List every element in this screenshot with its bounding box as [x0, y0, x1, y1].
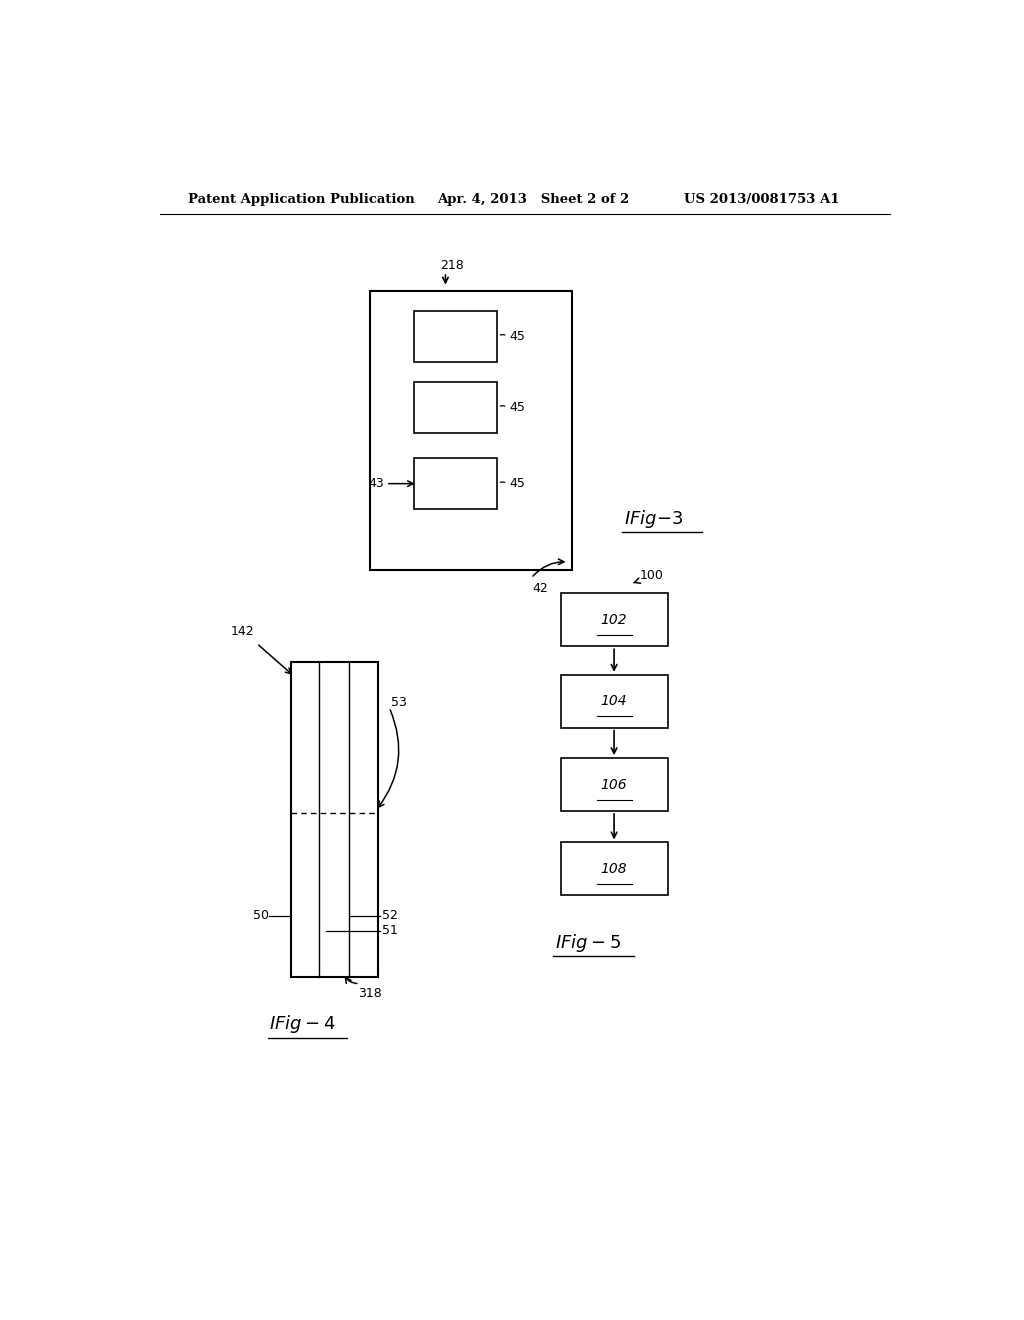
Bar: [560, 594, 668, 647]
Text: $\mathit{IFig}$$\mathit{-3}$: $\mathit{IFig}$$\mathit{-3}$: [624, 508, 683, 531]
Bar: [414, 458, 497, 510]
Text: 45: 45: [509, 330, 525, 343]
Text: 42: 42: [532, 582, 549, 595]
Text: 51: 51: [382, 924, 398, 937]
Text: 100: 100: [640, 569, 664, 582]
Text: Apr. 4, 2013   Sheet 2 of 2: Apr. 4, 2013 Sheet 2 of 2: [437, 193, 630, 206]
Text: 45: 45: [509, 401, 525, 414]
Bar: [370, 290, 572, 570]
Text: $\mathit{IFig-4}$: $\mathit{IFig-4}$: [269, 1014, 336, 1035]
Text: 108: 108: [601, 862, 628, 876]
Bar: [560, 842, 668, 895]
Text: 102: 102: [601, 612, 628, 627]
Bar: [560, 675, 668, 727]
Text: 106: 106: [601, 777, 628, 792]
Text: 53: 53: [391, 696, 408, 709]
Text: US 2013/0081753 A1: US 2013/0081753 A1: [684, 193, 839, 206]
Bar: [414, 312, 497, 362]
Text: 218: 218: [440, 259, 464, 272]
Text: 104: 104: [601, 694, 628, 708]
Bar: [560, 758, 668, 810]
Text: 318: 318: [358, 987, 382, 1001]
Text: 43: 43: [369, 477, 384, 490]
Bar: [414, 381, 497, 433]
Bar: [291, 661, 378, 977]
Text: 142: 142: [231, 624, 255, 638]
Text: $\mathit{IFig-5}$: $\mathit{IFig-5}$: [555, 932, 621, 954]
Text: 45: 45: [509, 477, 525, 490]
Text: Patent Application Publication: Patent Application Publication: [187, 193, 415, 206]
Text: 52: 52: [382, 909, 398, 923]
Text: 50: 50: [253, 909, 269, 923]
